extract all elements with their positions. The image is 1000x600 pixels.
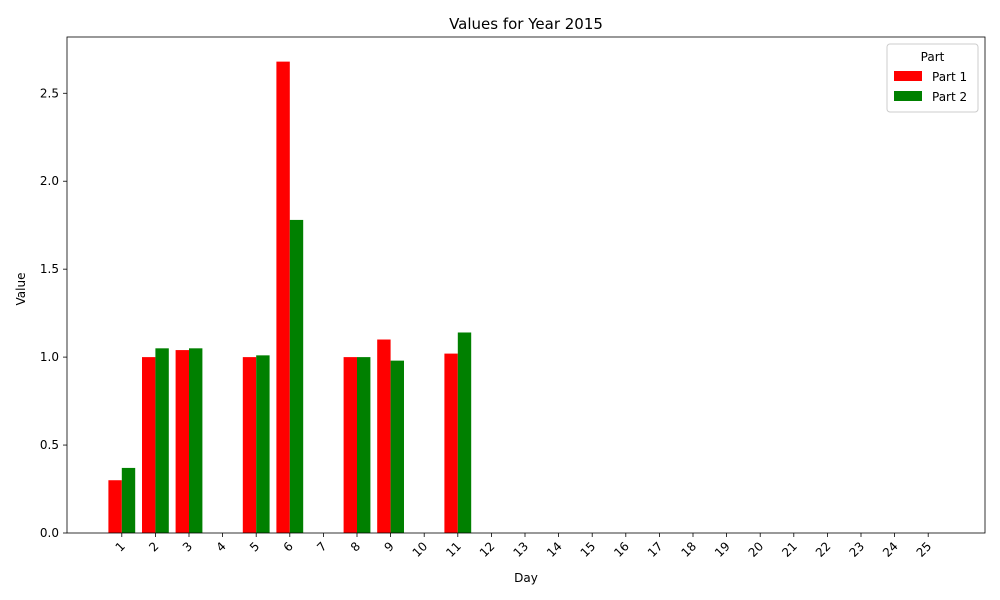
y-tick-label: 0.5 [40, 438, 59, 452]
legend-title: Part [921, 50, 945, 64]
bar-part-1-day-3 [175, 350, 189, 533]
x-tick-label: 2 [146, 539, 161, 554]
x-tick-label: 17 [645, 539, 666, 560]
legend-entry-label: Part 1 [932, 70, 967, 84]
x-tick-label: 23 [846, 539, 867, 560]
y-axis: 0.0 0.5 1.0 1.5 2.0 2.5 [40, 86, 67, 540]
legend: Part Part 1 Part 2 [886, 43, 979, 113]
x-tick-label: 7 [314, 539, 329, 554]
y-tick-label: 1.5 [40, 262, 59, 276]
bar-part-2-day-6 [289, 219, 304, 534]
bar-part-2-day-1 [121, 467, 136, 533]
x-tick-label: 15 [578, 539, 599, 560]
bar-part-2-day-9 [390, 360, 404, 533]
x-tick-label: 13 [510, 539, 531, 560]
bar-part-2-day-2 [155, 348, 169, 533]
y-tick-label: 2.5 [40, 86, 59, 100]
x-tick-label: 5 [247, 539, 262, 554]
x-tick-label: 25 [914, 539, 935, 560]
bar-part-1-day-9 [377, 339, 391, 533]
plot-frame [66, 36, 986, 534]
x-tick-label: 11 [443, 539, 464, 560]
y-tick-label: 2.0 [40, 174, 59, 188]
bar-part-2-day-5 [256, 355, 270, 533]
bar-part-1-day-6 [276, 61, 290, 534]
x-tick-label: 4 [213, 539, 228, 554]
x-tick-label: 3 [180, 539, 195, 554]
bar-part-1-day-1 [108, 480, 122, 533]
x-tick-label: 24 [880, 539, 901, 560]
bar-part-2-day-11 [457, 332, 472, 533]
x-tick-label: 9 [381, 539, 396, 554]
legend-swatch [894, 71, 922, 81]
legend-entry-label: Part 2 [932, 90, 967, 104]
bar-part-1-day-2 [142, 357, 156, 533]
bar-part-2-day-3 [189, 348, 203, 533]
y-axis-label: Value [14, 273, 28, 306]
x-tick-label: 6 [281, 539, 296, 554]
chart-title: Values for Year 2015 [449, 15, 603, 33]
bar-part-1-day-11 [444, 353, 458, 533]
x-tick-label: 18 [678, 539, 699, 560]
x-tick-label: 22 [813, 539, 834, 560]
bar-part-2-day-8 [357, 357, 371, 533]
x-axis-label: Day [514, 571, 538, 585]
x-tick-label: 21 [779, 539, 800, 560]
bar-part-1-day-5 [242, 357, 257, 533]
x-axis: 1 2 3 4 5 6 7 8 9 10 11 12 13 14 15 16 17 18 19 20 21 22 23 24 2… [113, 533, 935, 560]
x-tick-label: 1 [113, 539, 128, 554]
y-tick-label: 1.0 [40, 350, 59, 364]
x-tick-label: 20 [746, 539, 767, 560]
plot-area [66, 36, 986, 534]
legend-swatch [894, 91, 922, 101]
x-tick-label: 14 [544, 539, 565, 560]
x-tick-label: 10 [410, 539, 431, 560]
x-tick-label: 19 [712, 539, 733, 560]
y-tick-label: 0.0 [40, 526, 59, 540]
x-tick-label: 16 [611, 539, 632, 560]
bar-part-1-day-8 [343, 357, 357, 533]
x-tick-label: 8 [348, 539, 363, 554]
x-tick-label: 12 [477, 539, 498, 560]
